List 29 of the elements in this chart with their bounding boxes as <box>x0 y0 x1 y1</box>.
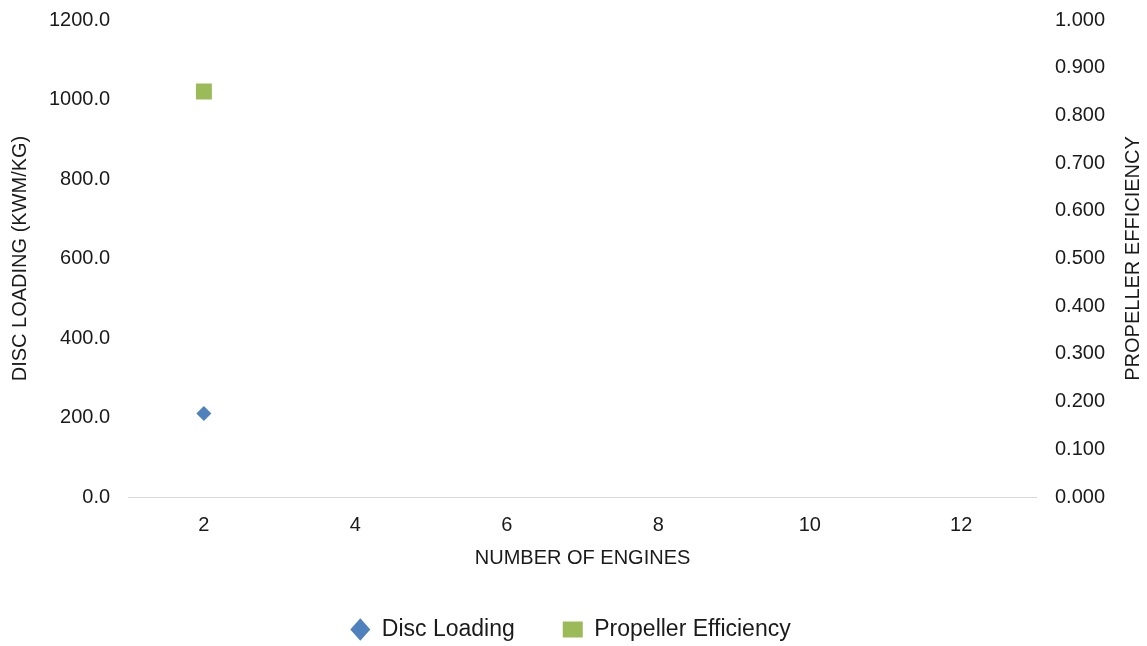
y-tick-label: 0.0 <box>82 484 111 507</box>
x-tick-label: 4 <box>349 512 361 535</box>
y2-tick-label: 0.200 <box>1054 389 1106 412</box>
x-tick-label: 6 <box>501 512 513 535</box>
x-tick-label: 8 <box>652 512 664 535</box>
y2-tick-label: 0.600 <box>1054 198 1106 221</box>
y2-tick-label: 0.000 <box>1054 484 1106 507</box>
x-tick-label: 2 <box>198 512 210 535</box>
x-tick-label: 12 <box>950 512 973 535</box>
x-axis-title: NUMBER OF ENGINES <box>474 545 691 568</box>
y-tick-label: 400.0 <box>60 325 111 348</box>
y-tick-label: 800.0 <box>60 166 111 189</box>
y2-tick-label: 0.900 <box>1054 55 1106 78</box>
legend-label: Disc Loading <box>381 614 515 641</box>
y2-tick-label: 0.100 <box>1054 436 1106 459</box>
x-tick-label: 10 <box>798 512 821 535</box>
y-tick-label: 200.0 <box>60 405 111 428</box>
y-tick-label: 1000.0 <box>49 87 111 110</box>
y2-tick-label: 0.800 <box>1054 102 1106 125</box>
y2-tick-label: 1.000 <box>1054 7 1106 30</box>
legend-label: Propeller Efficiency <box>594 614 792 641</box>
y2-axis-title: PROPELLER EFFICIENCY <box>1120 136 1143 381</box>
y2-tick-label: 0.700 <box>1054 150 1106 173</box>
y-tick-label: 1200.0 <box>49 7 111 30</box>
y2-tick-label: 0.300 <box>1054 341 1106 364</box>
y2-tick-label: 0.500 <box>1054 246 1106 269</box>
y-tick-label: 600.0 <box>60 246 111 269</box>
y2-tick-label: 0.400 <box>1054 293 1106 316</box>
y-axis-title: DISC LOADING (KWM/KG) <box>7 135 30 382</box>
